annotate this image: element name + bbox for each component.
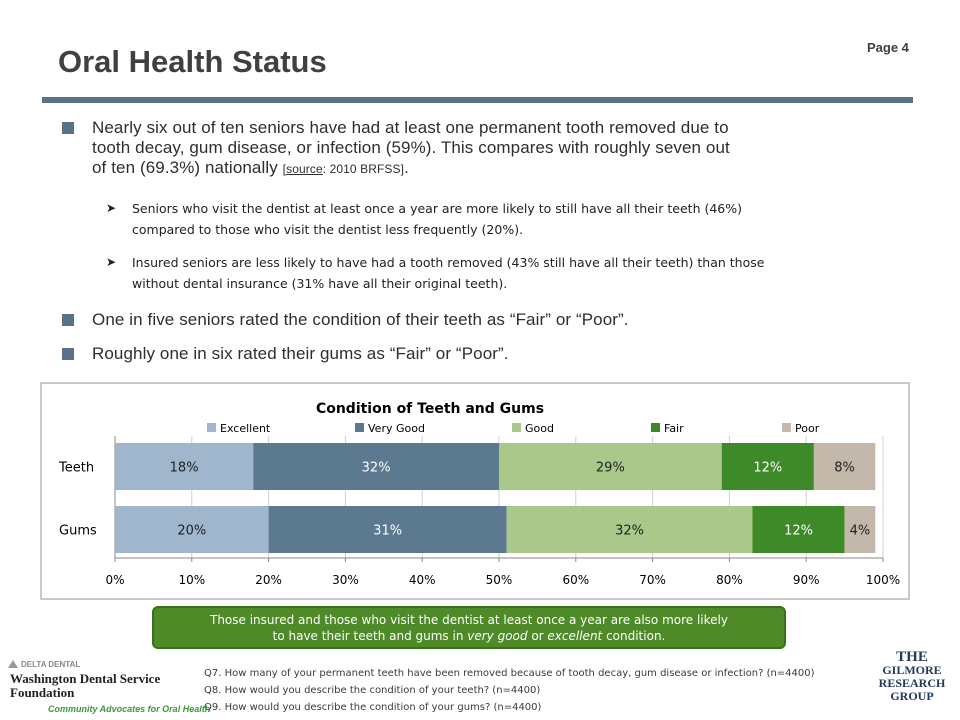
legend-swatch [782,423,791,432]
x-tick-label: 10% [178,573,205,587]
footnote-question: Q8. How would you describe the condition… [204,685,541,696]
bar-segment [499,443,722,490]
data-label: 32% [615,524,644,539]
foundation-name-line: Foundation [10,685,75,700]
footnote-question: Q7. How many of your permanent teeth hav… [204,668,815,679]
delta-triangle-icon [8,660,18,668]
callout-emphasis: very good [467,629,528,643]
delta-dental-text: DELTA DENTAL [21,660,81,669]
logo-line: RESEARCH [878,676,946,690]
data-label: 8% [834,461,855,476]
x-tick-label: 70% [639,573,666,587]
bullet-period: . [404,158,409,177]
callout-text: or [527,629,548,643]
title-divider [42,97,913,103]
source-bracket: [ [282,162,287,176]
bar-segment [115,506,269,553]
data-label: 12% [753,461,782,476]
legend-label: Fair [664,422,684,435]
x-tick-label: 20% [255,573,282,587]
legend-label: Excellent [220,422,271,435]
x-tick-label: 80% [716,573,743,587]
chart-canvas: Condition of Teeth and Gums Excellent Very… [58,401,900,587]
square-bullet-icon [62,348,74,360]
x-tick-label: 0% [105,573,124,587]
bullet-text-segment: of ten (69.3%) nationally [92,158,278,177]
square-bullet-icon [62,314,74,326]
source-link[interactable]: source [286,162,323,176]
bar-segment [844,506,876,553]
x-tick-label: 40% [409,573,436,587]
legend-label: Very Good [368,422,425,435]
bar-segment [506,506,753,553]
x-tick-label: 30% [332,573,359,587]
sub-bullet-text-line: without dental insurance (31% have all t… [132,276,508,291]
callout-box: Those insured and those who visit the de… [152,606,786,649]
bar-segment [115,443,254,490]
chart-title: Condition of Teeth and Gums [316,401,544,417]
bullet-text-line: Nearly six out of ten seniors have had a… [92,118,729,137]
x-tick-label: 50% [486,573,513,587]
square-bullet-icon [62,122,74,134]
x-tick-label: 100% [866,573,900,587]
data-label: 20% [177,524,206,539]
x-tick-label: 60% [562,573,589,587]
sub-bullet-text-line: compared to those who visit the dentist … [132,222,524,237]
data-label: 18% [170,461,199,476]
delta-dental-logo: DELTA DENTAL Washington Dental Service F… [8,660,210,716]
source-citation: [source: 2010 BRFSS] [283,162,404,176]
bullet-text-line: Roughly one in six rated their gums as “… [92,344,509,363]
data-label: 29% [596,461,625,476]
x-tick-label: 90% [793,573,820,587]
bullet-text-line: of ten (69.3%) nationally [source: 2010 … [92,158,409,179]
category-label: Teeth [58,461,94,476]
data-label: 32% [362,461,391,476]
bullet-text-line: tooth decay, gum disease, or infection (… [92,138,730,157]
bullet-text-line: One in five seniors rated the condition … [92,310,629,329]
arrow-bullet-icon: ➤ [106,201,117,215]
legend-label: Good [525,422,554,435]
teeth-gums-chart: Condition of Teeth and Gums Excellent Very… [40,382,910,600]
sub-bullet-text-line: Insured seniors are less likely to have … [132,255,765,270]
foundation-name-line: Washington Dental Service [10,671,161,686]
page-title: Oral Health Status [58,44,327,79]
category-label: Gums [59,524,97,539]
data-label: 4% [850,524,871,539]
foundation-name: Washington Dental Service Foundation [10,672,160,700]
bar-segment [752,506,845,553]
data-label: 12% [784,524,813,539]
callout-text: condition. [602,629,666,643]
gilmore-research-logo: THE GILMORE RESEARCH GROUP [872,650,952,714]
page-number: Page 4 [867,40,909,55]
logo-line: GROUP [890,689,934,703]
footnote-question: Q9. How would you describe the condition… [204,702,542,713]
logo-line: GILMORE [882,663,942,677]
legend-swatch [512,423,521,432]
data-label: 31% [373,524,402,539]
legend-swatch [207,423,216,432]
bar-segment [813,443,876,490]
legend-swatch [651,423,660,432]
bar-segment [721,443,814,490]
bar-segment [253,443,499,490]
callout-text: to have their teeth and gums in [272,629,468,643]
logo-line: THE [896,649,928,665]
source-detail: : 2010 BRFSS] [322,162,405,176]
callout-emphasis: excellent [547,629,603,643]
sub-bullet-text-line: Seniors who visit the dentist at least o… [132,201,743,216]
callout-line: Those insured and those who visit the de… [210,613,728,627]
callout-line: to have their teeth and gums in very goo… [154,628,784,644]
legend-label: Poor [795,422,820,435]
foundation-tagline: Community Advocates for Oral Health [48,704,211,714]
arrow-bullet-icon: ➤ [106,255,117,269]
delta-dental-wordmark: DELTA DENTAL [8,660,80,669]
legend-swatch [355,423,364,432]
bar-segment [268,506,507,553]
